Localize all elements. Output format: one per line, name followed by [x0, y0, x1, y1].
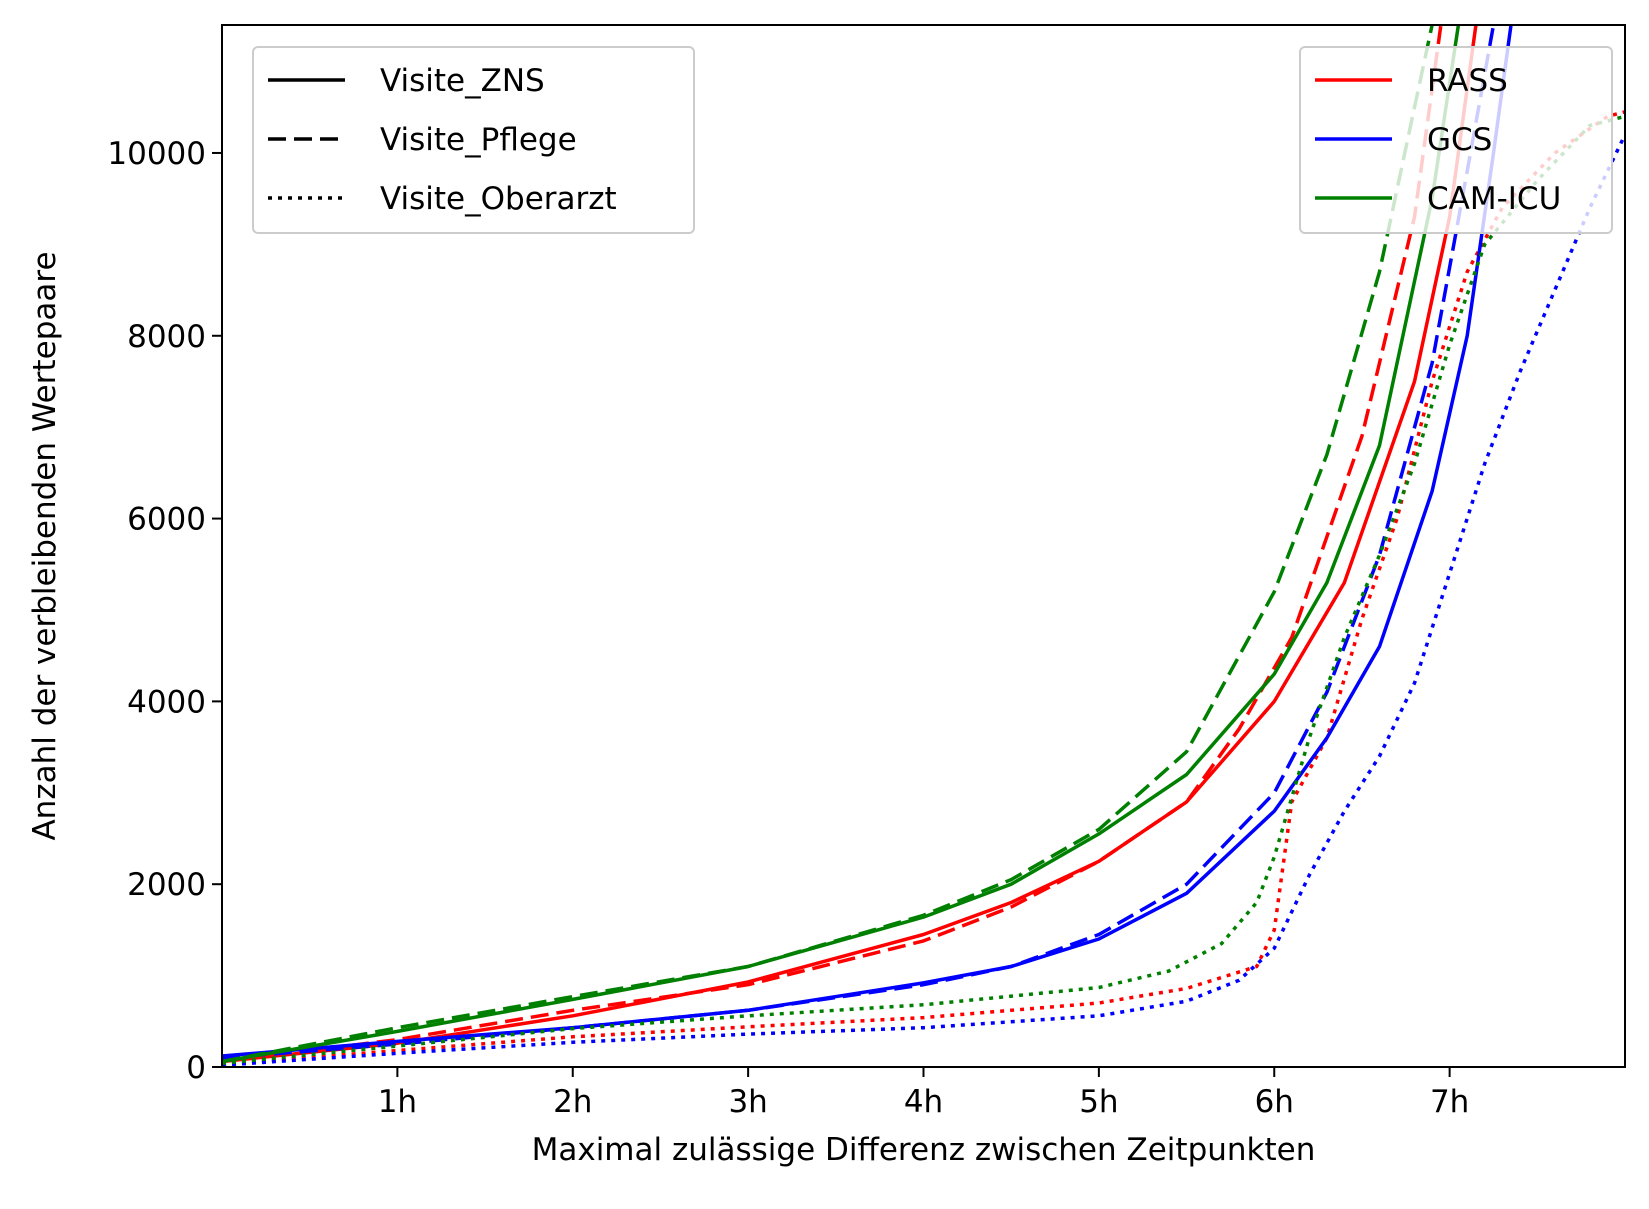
legend-label: Visite_ZNS	[380, 63, 545, 99]
y-tick-label: 4000	[127, 684, 206, 720]
x-tick-label: 4h	[904, 1084, 943, 1120]
series-line-rass-visitezns	[222, 25, 1478, 1064]
legend-scores: RASS GCS CAM-ICU	[1299, 46, 1613, 234]
y-axis-label: Anzahl der verbleibenden Wertepaare	[27, 251, 63, 840]
y-tick-label: 6000	[127, 502, 206, 538]
y-axis: 0 2000 4000 6000 8000 10000	[107, 136, 222, 1086]
legend-label: Visite_Pflege	[380, 122, 577, 158]
x-tick-label: 6h	[1255, 1084, 1294, 1120]
legend-label: RASS	[1427, 63, 1508, 99]
series-line-gcs-visitezns	[222, 25, 1513, 1058]
series-line-camicu-visiteoberarzt	[222, 114, 1625, 1066]
x-axis: 1h 2h 3h 4h 5h 6h 7h	[378, 1067, 1469, 1120]
legend-label: CAM-ICU	[1427, 181, 1561, 217]
series-layer	[222, 25, 1625, 1067]
y-tick-label: 8000	[127, 319, 206, 355]
x-tick-label: 5h	[1079, 1084, 1118, 1120]
legend-line-styles: Visite_ZNS Visite_Pflege Visite_Oberarzt	[252, 46, 695, 234]
series-line-camicu-visitezns	[222, 25, 1461, 1064]
x-tick-label: 7h	[1430, 1084, 1469, 1120]
x-tick-label: 3h	[728, 1084, 767, 1120]
legend-box	[252, 46, 695, 234]
legend-label: GCS	[1427, 122, 1492, 158]
y-tick-label: 2000	[127, 867, 206, 903]
x-tick-label: 2h	[553, 1084, 592, 1120]
y-tick-label: 10000	[107, 136, 206, 172]
series-line-gcs-visiteoberarzt	[222, 133, 1625, 1067]
x-tick-label: 1h	[378, 1084, 417, 1120]
series-line-camicu-visitepflege	[222, 25, 1434, 1064]
x-axis-label: Maximal zulässige Differenz zwischen Zei…	[532, 1132, 1316, 1168]
legend-label: Visite_Oberarzt	[380, 181, 617, 217]
series-line-rass-visitepflege	[222, 25, 1443, 1064]
legend-box	[1299, 46, 1613, 234]
y-tick-label: 0	[186, 1050, 206, 1086]
